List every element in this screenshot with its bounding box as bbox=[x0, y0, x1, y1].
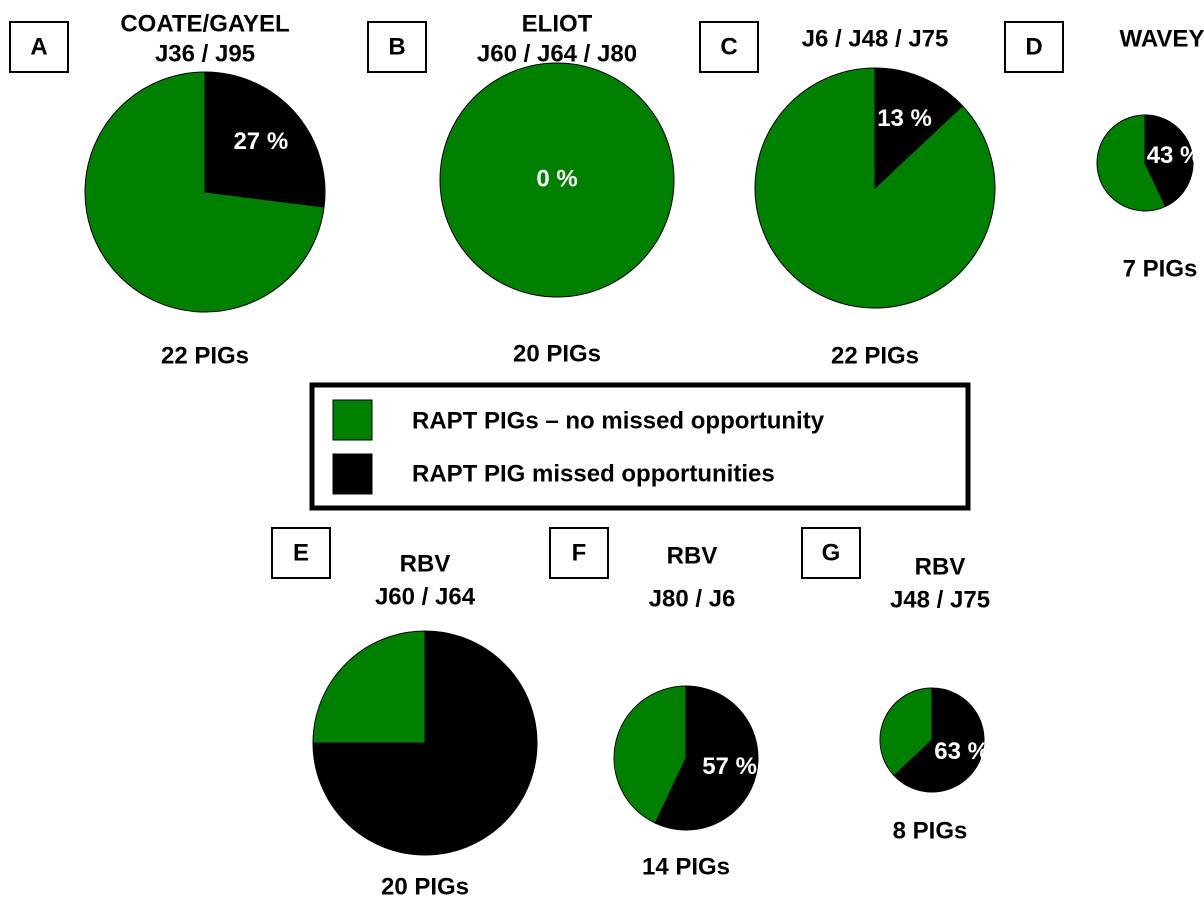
pie-footer: 22 PIGs bbox=[831, 342, 919, 369]
data-label: 13 % bbox=[877, 105, 932, 132]
pie-footer: 8 PIGs bbox=[893, 817, 968, 844]
data-label: 27 % bbox=[233, 128, 288, 155]
panel-label: F bbox=[572, 539, 587, 566]
legend-swatch bbox=[332, 453, 373, 495]
pie-title: ELIOT bbox=[522, 10, 593, 37]
panel-label: A bbox=[30, 33, 47, 60]
pie-title: RBV bbox=[400, 550, 451, 577]
pie-title: RBV bbox=[667, 542, 718, 569]
legend-swatch bbox=[332, 399, 373, 441]
pie-slice bbox=[613, 685, 687, 824]
panel-label: B bbox=[388, 33, 405, 60]
pie-footer: 7 PIGs bbox=[1123, 255, 1198, 282]
panel-box bbox=[549, 527, 609, 579]
legend-label: RAPT PIGs – no missed opportunity bbox=[412, 407, 825, 434]
pie-footer: 22 PIGs bbox=[161, 342, 249, 369]
panel-label: C bbox=[720, 33, 737, 60]
pie-slice bbox=[1096, 114, 1167, 212]
pie-footer: 14 PIGs bbox=[642, 853, 730, 880]
data-label: 0 % bbox=[536, 165, 577, 192]
pie-title: J80 / J6 bbox=[649, 585, 736, 612]
data-label: 57 % bbox=[702, 753, 757, 780]
pie-slice bbox=[84, 71, 325, 313]
pie-title: J48 / J75 bbox=[890, 586, 990, 613]
pie-slice bbox=[312, 630, 426, 744]
legend-label: RAPT PIG missed opportunities bbox=[412, 460, 775, 487]
panel-label: D bbox=[1025, 33, 1042, 60]
data-label: 43 % bbox=[1147, 142, 1202, 169]
pie-slice bbox=[879, 687, 933, 777]
pie-slice bbox=[654, 685, 759, 831]
pie-footer: 20 PIGs bbox=[513, 340, 601, 367]
pie-slice bbox=[204, 71, 326, 208]
pie-slice bbox=[893, 687, 985, 793]
panel-box bbox=[367, 21, 427, 73]
pie-title: J36 / J95 bbox=[155, 40, 255, 67]
pie-title: J60 / J64 bbox=[375, 583, 476, 610]
panel-box bbox=[271, 527, 331, 579]
panel-box bbox=[1004, 21, 1064, 73]
pie-title: J6 / J48 / J75 bbox=[802, 25, 949, 52]
panel-label: G bbox=[822, 539, 841, 566]
panel-label: E bbox=[293, 539, 309, 566]
pie-slice bbox=[754, 67, 996, 309]
pie-title: WAVEY bbox=[1120, 25, 1204, 52]
pie-slice bbox=[1144, 114, 1194, 208]
pie-slice bbox=[874, 67, 964, 190]
pie-title: RBV bbox=[915, 553, 966, 580]
data-label: 63 % bbox=[934, 738, 989, 765]
pie-title: COATE/GAYEL bbox=[120, 10, 289, 37]
pie-footer: 20 PIGs bbox=[381, 873, 469, 900]
panel-box bbox=[699, 21, 759, 73]
pie-slice bbox=[439, 62, 675, 298]
legend-box bbox=[309, 382, 971, 511]
panel-box bbox=[9, 21, 69, 73]
panel-box bbox=[801, 527, 861, 579]
